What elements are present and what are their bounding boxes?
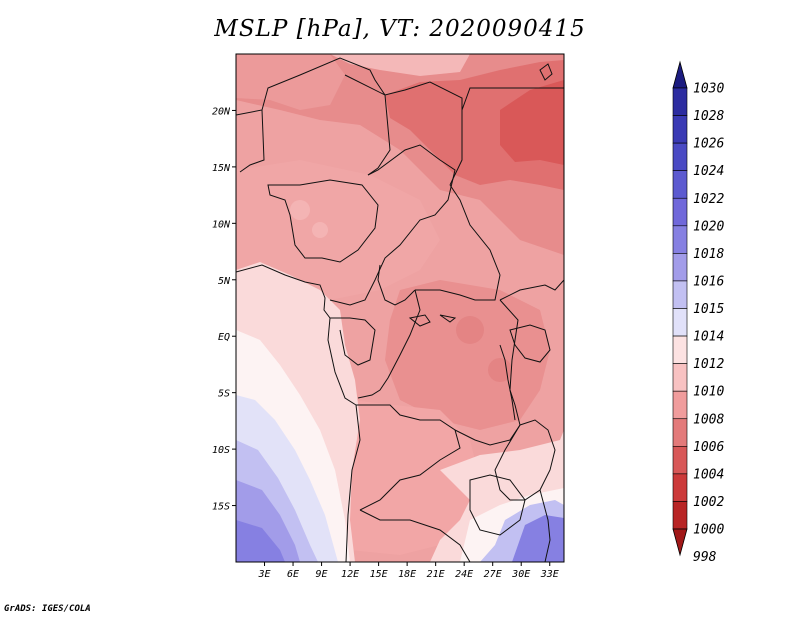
- x-tick-label: 6E: [287, 569, 299, 580]
- colorbar-segment: [672, 363, 688, 392]
- colorbar-label: 1010: [693, 385, 724, 400]
- field-spot-1: [290, 200, 310, 220]
- colorbar-label: 1006: [693, 440, 724, 455]
- colorbar-label: 998: [693, 550, 717, 565]
- colorbar-segment: [672, 418, 688, 447]
- y-tick-label: 15S: [212, 502, 230, 513]
- y-tick-label: 15N: [212, 163, 231, 174]
- colorbar-label: 1004: [693, 467, 724, 482]
- colorbar-segment: [672, 335, 688, 364]
- y-tick-label: 5N: [218, 276, 231, 287]
- border-sudan: [415, 184, 501, 301]
- field-mozambique-1020: [512, 515, 564, 562]
- border-drc-west: [357, 289, 421, 399]
- grads-credit: GrADS: IGES/COLA: [4, 604, 91, 614]
- colorbar-label: 1030: [693, 82, 724, 97]
- field-spot-3: [456, 316, 484, 344]
- border-mali-niger: [236, 57, 391, 176]
- colorbar-label: 1008: [693, 412, 724, 427]
- border-namibia-botswana: [359, 509, 471, 562]
- border-car: [377, 264, 416, 306]
- x-tick-label: 30E: [511, 569, 530, 580]
- colorbar-label: 1026: [693, 137, 724, 152]
- lake-victoria: [509, 324, 551, 363]
- colorbar-segment: [672, 280, 688, 309]
- colorbar-segment: [672, 501, 688, 530]
- border-chad: [329, 144, 456, 306]
- colorbar-segment: [672, 253, 688, 282]
- border-gabon-congo: [330, 317, 376, 366]
- border-mozambique: [539, 489, 551, 562]
- colorbar-segment: [672, 308, 688, 337]
- lakes-congo: [408, 314, 457, 327]
- lake-tanganyika: [499, 344, 516, 421]
- border-egypt: [461, 87, 564, 111]
- x-tick-label: 24E: [455, 569, 473, 580]
- y-tick-label: 10S: [212, 445, 230, 456]
- border-zimbabwe: [469, 474, 526, 536]
- colorbar-segment: [672, 142, 688, 171]
- field-northwest: [236, 54, 345, 110]
- colorbar-label: 1014: [693, 330, 724, 345]
- colorbar-label: 1022: [693, 192, 724, 207]
- colorbar-segment: [672, 115, 688, 144]
- x-tick-label: 33E: [540, 569, 559, 580]
- colorbar-label: 1002: [693, 495, 724, 510]
- colorbar-bottom-arrow: [672, 528, 688, 557]
- colorbar: 1030 1028 1026 1024 1022 1020 1018 1016 1015 1014…: [672, 60, 724, 565]
- border-mauritania-mali: [239, 109, 265, 173]
- chart-title: MSLP [hPa], VT: 2020090415: [214, 16, 586, 42]
- field-low-core: [500, 80, 564, 165]
- west-coastline: [236, 264, 361, 562]
- x-tick-label: 3E: [257, 569, 270, 580]
- colorbar-label: 1018: [693, 247, 724, 262]
- y-tick-label: 10N: [212, 219, 231, 230]
- colorbar-top-arrow: [672, 60, 688, 89]
- colorbar-label: 1015: [693, 302, 724, 317]
- colorbar-label: 1000: [693, 523, 724, 538]
- field-spot-4: [488, 358, 512, 382]
- y-tick-label: 5S: [218, 389, 230, 400]
- x-tick-label: 9E: [316, 569, 328, 580]
- x-tick-label: 21E: [427, 569, 445, 580]
- x-axis: 3E 6E 9E 12E 15E 18E 21E 24E 27E 30E 33E: [257, 562, 559, 580]
- border-angola: [356, 404, 461, 511]
- colorbar-label: 1016: [693, 274, 724, 289]
- field-north-light: [330, 54, 470, 76]
- pressure-field: [236, 54, 564, 562]
- border-drc-east: [454, 299, 521, 446]
- border-zambia-malawi: [494, 419, 556, 501]
- x-tick-label: 15E: [370, 569, 388, 580]
- field-spot-2: [312, 222, 328, 238]
- y-tick-label: 20N: [212, 106, 231, 117]
- colorbar-label: 1028: [693, 109, 724, 124]
- x-tick-label: 12E: [341, 569, 359, 580]
- coast-sinai: [539, 63, 553, 81]
- map-frame: [235, 53, 565, 563]
- colorbar-segment: [672, 473, 688, 502]
- y-axis: 20N 15N 10N 5N EQ 5S 10S 15S: [212, 106, 236, 513]
- border-uganda-kenya: [499, 279, 564, 301]
- colorbar-segment: [672, 225, 688, 254]
- field-1022: [236, 520, 285, 562]
- colorbar-label: 1020: [693, 219, 724, 234]
- colorbar-segment: [672, 446, 688, 475]
- colorbar-segment: [672, 390, 688, 420]
- field-sahel: [236, 160, 440, 300]
- colorbar-label: 1024: [693, 164, 724, 179]
- country-borders: [236, 57, 564, 562]
- colorbar-segment: [672, 87, 688, 116]
- colorbar-segment: [672, 197, 688, 227]
- colorbar-label: 1012: [693, 357, 724, 372]
- border-nigeria: [267, 179, 379, 263]
- x-tick-label: 27E: [484, 569, 502, 580]
- x-tick-label: 18E: [398, 569, 416, 580]
- colorbar-segment: [672, 170, 688, 199]
- border-libya: [344, 74, 463, 186]
- y-tick-label: EQ: [218, 332, 230, 343]
